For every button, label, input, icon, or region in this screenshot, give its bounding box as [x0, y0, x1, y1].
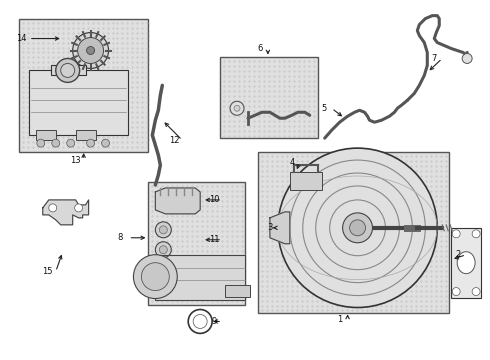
Bar — [148, 182, 245, 305]
Circle shape — [159, 246, 167, 254]
Polygon shape — [155, 188, 200, 214]
Circle shape — [77, 37, 103, 63]
Circle shape — [349, 220, 366, 236]
Circle shape — [472, 288, 480, 296]
Bar — [451, 228, 481, 298]
Bar — [258, 152, 449, 314]
Bar — [36, 130, 56, 140]
Text: 11: 11 — [209, 235, 220, 244]
Circle shape — [37, 139, 45, 147]
Circle shape — [133, 255, 177, 298]
Circle shape — [452, 288, 460, 296]
Text: 2: 2 — [456, 250, 461, 259]
Polygon shape — [270, 212, 290, 244]
Circle shape — [73, 32, 108, 68]
Bar — [29, 71, 128, 135]
Circle shape — [155, 242, 172, 258]
Circle shape — [278, 148, 437, 307]
Text: 10: 10 — [209, 195, 220, 204]
Text: 1: 1 — [337, 315, 342, 324]
Text: 13: 13 — [71, 156, 81, 165]
Circle shape — [52, 139, 60, 147]
Circle shape — [49, 204, 57, 212]
Circle shape — [67, 139, 74, 147]
Text: 3: 3 — [267, 223, 272, 232]
Circle shape — [142, 263, 169, 291]
Text: 7: 7 — [432, 54, 437, 63]
Circle shape — [452, 230, 460, 238]
Circle shape — [101, 139, 110, 147]
Bar — [225, 285, 250, 297]
Circle shape — [74, 204, 83, 212]
Circle shape — [343, 213, 372, 243]
Circle shape — [234, 105, 240, 111]
Bar — [51, 66, 86, 75]
Text: 5: 5 — [321, 104, 326, 113]
Circle shape — [472, 230, 480, 238]
Text: 15: 15 — [43, 267, 53, 276]
Text: 12: 12 — [169, 136, 179, 145]
Circle shape — [87, 139, 95, 147]
Bar — [19, 19, 148, 152]
Bar — [75, 130, 96, 140]
Circle shape — [61, 63, 74, 77]
Circle shape — [155, 222, 172, 238]
Bar — [290, 172, 322, 190]
Text: 8: 8 — [118, 233, 123, 242]
Text: 9: 9 — [212, 317, 217, 326]
Bar — [220, 58, 318, 138]
Polygon shape — [43, 200, 89, 225]
Circle shape — [193, 315, 207, 328]
Ellipse shape — [457, 252, 475, 274]
Circle shape — [159, 226, 167, 234]
Circle shape — [87, 46, 95, 54]
Circle shape — [56, 58, 80, 82]
Text: 14: 14 — [16, 34, 26, 43]
Circle shape — [230, 101, 244, 115]
Circle shape — [188, 310, 212, 333]
Text: 4: 4 — [289, 158, 294, 167]
Polygon shape — [155, 255, 245, 300]
Text: 6: 6 — [257, 44, 263, 53]
Circle shape — [462, 54, 472, 63]
